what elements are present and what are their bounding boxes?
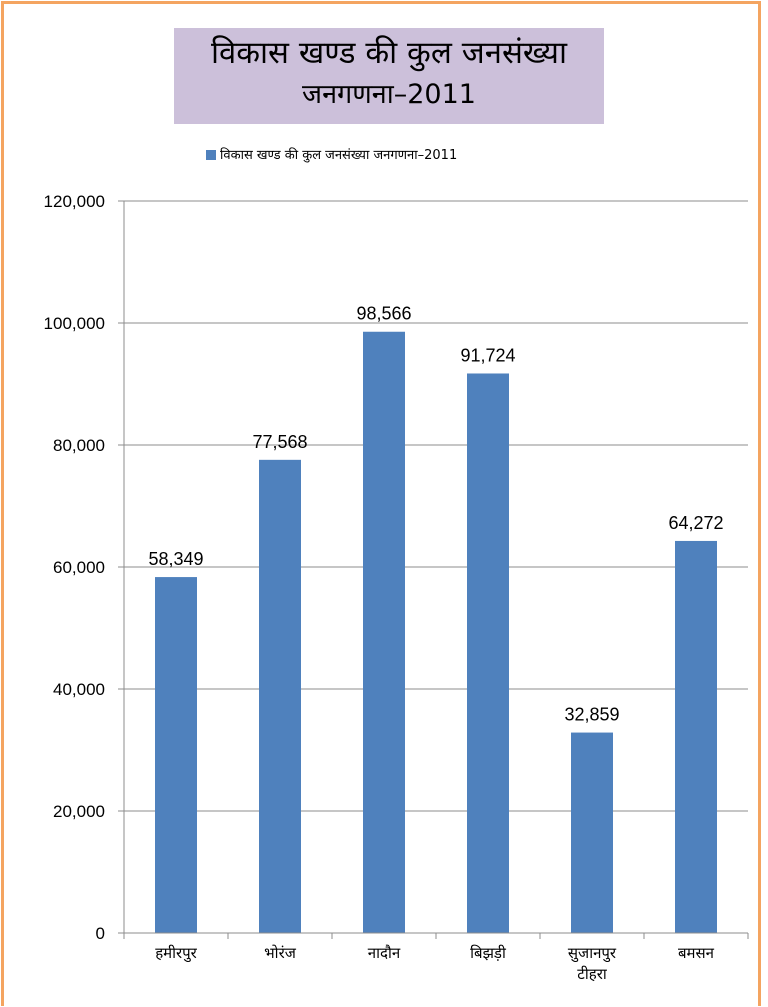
x-tick-label: टीहरा (577, 965, 608, 983)
data-label: 58,349 (148, 549, 203, 569)
y-axis: 0 20,000 40,000 60,000 80,000 100,000 120,000 (44, 192, 125, 943)
data-label: 98,566 (356, 304, 411, 324)
chart-title-line-2: जनगणना–2011 (302, 79, 476, 110)
legend: विकास खण्ड की कुल जनसंख्या जनगणना–2011 (206, 147, 457, 163)
y-tick-label: 120,000 (44, 192, 105, 211)
legend-swatch (206, 150, 216, 160)
x-tick-label: सुजानपुर (568, 944, 617, 963)
bar (675, 540, 717, 933)
data-label: 32,859 (564, 705, 619, 725)
x-tick-label: भोरंज (264, 944, 297, 962)
gridlines (124, 200, 748, 812)
bar (155, 577, 197, 933)
bar (467, 373, 509, 933)
x-axis: हमीरपुर भोरंज नादौन बिझड़ी सुजानपुर टीहरा बमसन (123, 932, 749, 983)
y-tick-label: 40,000 (53, 680, 105, 699)
y-tick-label: 20,000 (53, 802, 105, 821)
chart-title: विकास खण्ड की कुल जनसंख्या जनगणना–2011 (174, 28, 604, 124)
data-label: 77,568 (252, 432, 307, 452)
x-tick-label: नादौन (368, 944, 401, 962)
y-tick-label: 0 (96, 924, 105, 943)
bar (259, 459, 301, 933)
chart-title-line-1: विकास खण्ड की कुल जनसंख्या (210, 35, 568, 71)
x-tick-label: बिझड़ी (470, 944, 507, 962)
bar (363, 331, 405, 933)
bars (155, 331, 717, 933)
x-tick-label: बमसन (678, 944, 715, 962)
bar (571, 732, 613, 933)
y-tick-label: 80,000 (53, 436, 105, 455)
data-label: 91,724 (460, 345, 515, 365)
legend-label: विकास खण्ड की कुल जनसंख्या जनगणना–2011 (220, 147, 457, 163)
data-label: 64,272 (668, 513, 723, 533)
y-tick-label: 100,000 (44, 314, 105, 333)
data-labels: 58,349 77,568 98,566 91,724 32,859 64,272 (148, 304, 723, 725)
y-tick-label: 60,000 (53, 558, 105, 577)
x-tick-label: हमीरपुर (155, 944, 197, 963)
